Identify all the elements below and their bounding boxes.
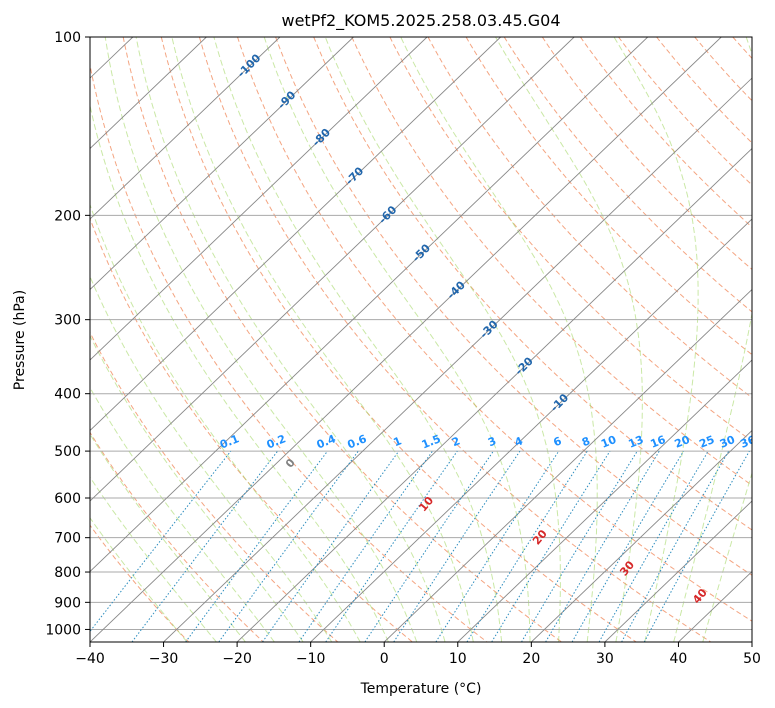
x-tick-label: 20 bbox=[522, 651, 540, 667]
mixing-ratio-label: 16 bbox=[648, 433, 667, 451]
plot-background bbox=[90, 37, 752, 642]
y-tick-label: 800 bbox=[54, 565, 81, 581]
dry-adiabat-line bbox=[351, 37, 752, 486]
y-tick-label: 500 bbox=[54, 444, 81, 460]
isotherm-line bbox=[383, 288, 752, 642]
moist-adiabat-line bbox=[135, 37, 446, 642]
dry-adiabat-line bbox=[427, 37, 752, 399]
moist-adiabat-line bbox=[104, 37, 418, 642]
y-tick-label: 100 bbox=[54, 30, 81, 46]
dry-adiabat-line bbox=[122, 37, 562, 642]
mixing-ratio-line bbox=[298, 450, 433, 642]
isotherm-line bbox=[90, 37, 428, 361]
y-tick-label: 200 bbox=[54, 208, 81, 224]
mixing-ratio-label: 10 bbox=[599, 433, 618, 451]
mixing-ratio-line bbox=[393, 450, 521, 642]
dry-adiabat-line bbox=[90, 431, 264, 642]
isotherm-line bbox=[90, 37, 722, 642]
x-tick-label: 50 bbox=[743, 651, 761, 667]
background-lines bbox=[0, 37, 775, 642]
moist-adiabat-line bbox=[400, 37, 598, 642]
mixing-ratio-line bbox=[521, 450, 638, 642]
isotherm-line bbox=[310, 218, 752, 642]
isotherm-line bbox=[90, 37, 649, 573]
isotherm-line bbox=[90, 37, 575, 502]
dry-adiabat-line bbox=[618, 37, 752, 186]
dry-adiabat-line bbox=[198, 37, 712, 642]
mixing-ratio-label: 25 bbox=[697, 433, 716, 451]
moist-adiabat-line bbox=[495, 37, 643, 642]
mixing-ratio-label: 20 bbox=[673, 433, 692, 451]
isotherm-line bbox=[90, 37, 501, 432]
moist-adiabat-line bbox=[90, 517, 188, 642]
x-tick-label: −30 bbox=[149, 651, 179, 667]
x-tick-label: 10 bbox=[449, 651, 467, 667]
dry-adiabat-line bbox=[503, 37, 752, 313]
mixing-ratio-label: 8 bbox=[580, 434, 592, 449]
dry-adiabat-line bbox=[90, 217, 413, 642]
isotherm-line bbox=[236, 147, 752, 642]
moist-adiabat-line bbox=[90, 103, 389, 642]
y-axis-title: Pressure (hPa) bbox=[12, 290, 28, 390]
dry-adiabat-line bbox=[313, 37, 752, 531]
isotherm-line bbox=[90, 37, 207, 150]
x-tick-label: −20 bbox=[222, 651, 252, 667]
mixing-ratio-line bbox=[185, 450, 328, 642]
mixing-ratio-label: 3 bbox=[486, 434, 498, 449]
dry-adiabat-line bbox=[275, 37, 752, 576]
moist-adiabat-line bbox=[171, 37, 474, 642]
x-tick-label: 30 bbox=[596, 651, 614, 667]
isotherm-line bbox=[604, 500, 752, 642]
isotherm-line bbox=[457, 359, 752, 642]
x-tick-label: −40 bbox=[75, 651, 105, 667]
isotherm-line bbox=[0, 37, 59, 642]
y-tick-label: 600 bbox=[54, 491, 81, 507]
moist-adiabat-line bbox=[90, 476, 217, 642]
dry-adiabat-line bbox=[579, 37, 752, 228]
isotherm-line bbox=[90, 37, 281, 220]
y-tick-label: 700 bbox=[54, 531, 81, 547]
mixing-ratio-line bbox=[621, 450, 730, 642]
x-tick-label: −10 bbox=[296, 651, 326, 667]
mixing-ratio-line bbox=[643, 450, 750, 642]
axes: −40 −30 −20 −10 0 10 20 30 40 50 100 200 300 400 500 60… bbox=[45, 30, 761, 667]
y-tick-label: 300 bbox=[54, 313, 81, 329]
dry-adiabat-line bbox=[465, 37, 752, 356]
dry-adiabat-line bbox=[90, 331, 339, 642]
dry-adiabat-line bbox=[771, 37, 775, 642]
mixing-ratio-line bbox=[325, 450, 458, 642]
plot-frame bbox=[89, 36, 753, 643]
mixing-ratio-label: 30 bbox=[718, 433, 737, 451]
y-tick-label: 400 bbox=[54, 387, 81, 403]
y-tick-label: 900 bbox=[54, 595, 81, 611]
mixing-ratio-line bbox=[435, 450, 560, 642]
mixing-ratio-label: 36 bbox=[739, 433, 758, 451]
moist-adiabat-line bbox=[613, 37, 699, 642]
y-tick-label: 1000 bbox=[45, 622, 81, 638]
isotherm-line bbox=[163, 77, 752, 642]
moist-adiabat-line bbox=[90, 275, 333, 642]
mixing-ratio-line bbox=[262, 450, 400, 642]
isotherm-line bbox=[531, 429, 752, 642]
dry-adiabat-line bbox=[237, 37, 752, 622]
mixing-ratio-line bbox=[218, 450, 359, 642]
dry-adiabat-line bbox=[160, 37, 637, 642]
isotherm-line bbox=[751, 641, 752, 642]
mixing-ratio-line bbox=[90, 450, 232, 633]
mixing-ratio-label: 2 bbox=[450, 434, 462, 449]
mixing-ratio-label: 13 bbox=[626, 433, 645, 451]
moist-adiabat-line bbox=[263, 37, 531, 642]
mixing-ratio-line bbox=[364, 450, 494, 642]
x-axis-title: Temperature (°C) bbox=[360, 681, 482, 697]
chart-title: wetPf2_KOM5.2025.258.03.45.G04 bbox=[281, 11, 560, 31]
mixing-ratio-line bbox=[466, 450, 588, 642]
mixing-ratio-line bbox=[131, 450, 278, 642]
mixing-ratio-label: 1 bbox=[392, 434, 404, 449]
mixing-ratio-line bbox=[491, 450, 611, 642]
x-tick-label: 40 bbox=[670, 651, 688, 667]
moist-adiabat-line bbox=[213, 37, 503, 642]
isotherm-line bbox=[90, 37, 354, 291]
x-tick-label: 0 bbox=[380, 651, 389, 667]
